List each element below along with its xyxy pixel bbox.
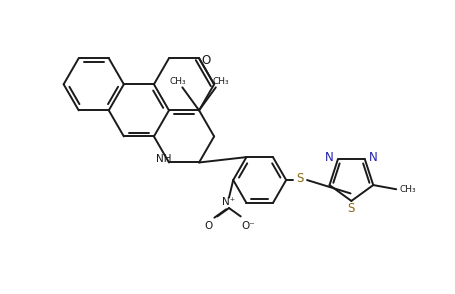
Text: S: S [297, 172, 304, 185]
Text: O: O [204, 221, 212, 231]
Text: N⁺: N⁺ [222, 197, 236, 207]
Text: O⁻: O⁻ [241, 221, 255, 231]
Text: CH₃: CH₃ [212, 77, 229, 86]
Text: CH₃: CH₃ [399, 185, 416, 194]
Text: O: O [202, 54, 211, 67]
Text: NH: NH [156, 154, 171, 164]
Text: S: S [348, 202, 355, 215]
Text: N: N [325, 151, 334, 164]
Text: N: N [369, 151, 378, 164]
Text: CH₃: CH₃ [169, 77, 186, 86]
